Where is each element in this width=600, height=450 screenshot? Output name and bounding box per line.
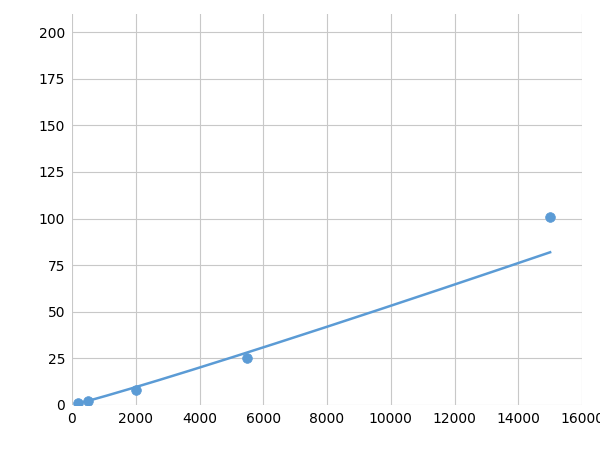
- Point: [83, 398, 93, 405]
- Point: [545, 213, 555, 220]
- Point: [131, 387, 140, 394]
- Point: [74, 400, 83, 407]
- Point: [242, 355, 252, 362]
